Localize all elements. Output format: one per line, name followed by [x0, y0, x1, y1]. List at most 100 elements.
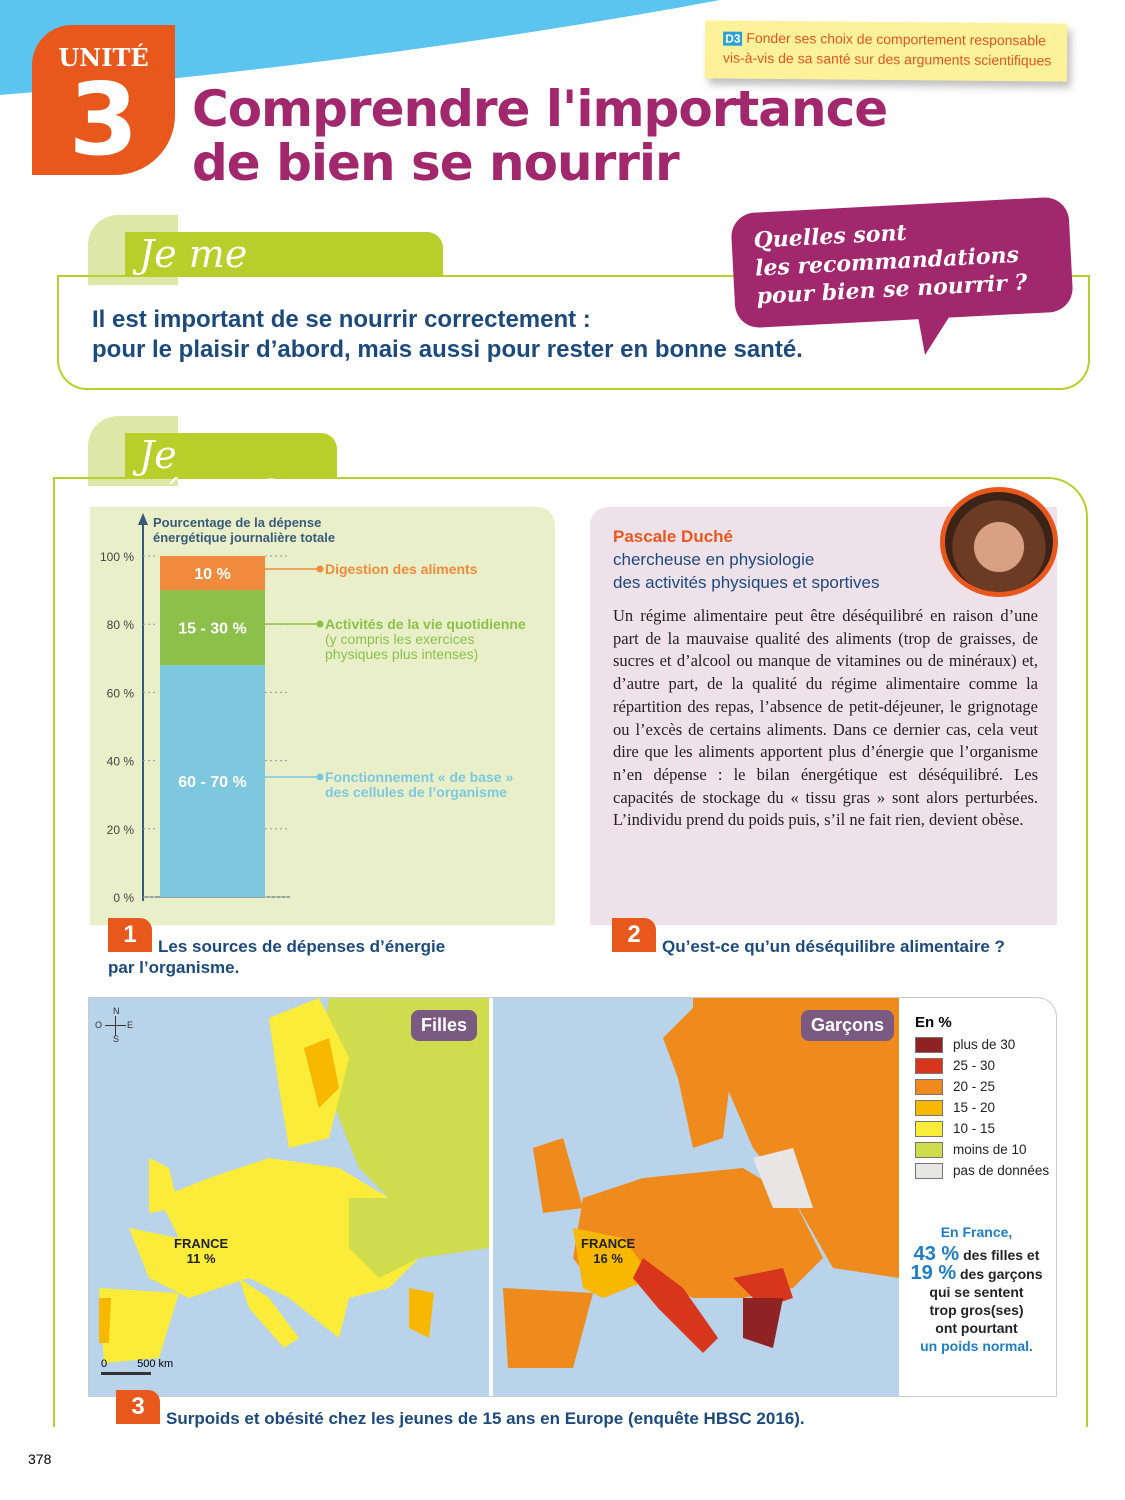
bar-segment [160, 590, 265, 666]
y-axis-label: Pourcentage de la dépense [153, 515, 321, 530]
doc-number-2: 2 [612, 918, 656, 952]
legend-label: 25 - 30 [953, 1058, 996, 1073]
legend-swatch [915, 1100, 943, 1116]
legend-label: plus de 30 [953, 1037, 1016, 1052]
segment-name: des cellules de l’organisme [325, 784, 507, 800]
legend-item: pas de données [915, 1163, 1050, 1179]
france-label: FRANCE [174, 1236, 229, 1251]
scale-zero: 0 [101, 1358, 108, 1370]
section-tab-reponds: Je réponds [125, 433, 337, 515]
title-line: Comprendre l'importance [192, 80, 888, 138]
y-tick-label: 40 % [107, 755, 135, 769]
intro-line: Il est important de se nourrir correctem… [92, 306, 591, 333]
legend-swatch [915, 1037, 943, 1053]
skill-note: D3 Fonder ses choix de comportement resp… [704, 20, 1068, 82]
doc2-caption: Qu’est-ce qu’un déséquilibre alimentaire… [662, 937, 1005, 956]
scale-distance: 500 km [137, 1358, 174, 1370]
bar-segment [160, 556, 265, 591]
map-legend: En % plus de 30 25 - 30 20 - 25 15 - 20 10 -… [915, 1014, 1050, 1184]
legend-swatch [915, 1163, 943, 1179]
fact-line: des filles et [963, 1247, 1040, 1263]
map-boys-title: Garçons [801, 1010, 895, 1041]
intro-text: Il est important de se nourrir correctem… [92, 305, 803, 365]
answer-frame [53, 477, 1088, 1427]
page-title: Comprendre l'importance de bien se nourri… [192, 80, 888, 192]
unit-badge: UNITÉ 3 [32, 25, 175, 175]
author-block: Pascale Duché chercheuse en physiologie de… [613, 525, 879, 594]
segment-label: 60 - 70 % [178, 774, 246, 791]
legend-label: 20 - 25 [953, 1079, 996, 1094]
segment-name: Fonctionnement « de base » [325, 769, 513, 785]
compass-n: N [113, 1006, 120, 1016]
fact-line: un poids normal. [920, 1338, 1033, 1354]
legend-title: En % [915, 1014, 952, 1031]
fact-line: des garçons [960, 1266, 1043, 1282]
france-value: 16 % [593, 1251, 623, 1266]
segment-name: Digestion des aliments [325, 561, 478, 577]
legend-label: 10 - 15 [953, 1121, 996, 1136]
compass-s: S [113, 1034, 120, 1044]
france-label-boys: FRANCE 16 % [581, 1236, 635, 1266]
author-role: des activités physiques et sportives [613, 573, 880, 592]
section-tab-questionne: Je me questionne [125, 232, 443, 314]
legend-item: 20 - 25 [915, 1079, 1050, 1095]
intro-line: pour le plaisir d’abord, mais aussi pour… [92, 336, 803, 363]
leader-dot [316, 620, 324, 628]
legend-label: 15 - 20 [953, 1100, 996, 1115]
y-axis-arrow [138, 513, 148, 525]
france-fact: En France, 43 % des filles et 19 % des g… [904, 1223, 1049, 1355]
compass-o: O [95, 1020, 103, 1030]
maps-panel: N O E S 0 500 km Filles FRANCE 11 % Garçon… [88, 997, 1057, 1397]
author-name: Pascale Duché [613, 527, 734, 546]
leader-dot [316, 773, 324, 781]
scale-bar: 0 500 km [101, 1358, 173, 1375]
page-number: 378 [28, 1451, 52, 1467]
leader-dot [316, 565, 324, 573]
skill-text: Fonder ses choix de comportement respons… [746, 29, 1047, 49]
fact-line: ont pourtant [935, 1320, 1018, 1336]
fact-pct-girls: 43 % [913, 1243, 960, 1265]
header-background [0, 0, 720, 95]
legend-item: plus de 30 [915, 1037, 1050, 1053]
segment-name: (y compris les exercices [325, 631, 474, 647]
segment-label: 10 % [194, 566, 230, 583]
y-tick-label: 80 % [107, 618, 135, 632]
doc1-caption: Les sources de dépenses d’énergie par l’o… [108, 936, 528, 978]
unit-label: UNITÉ [58, 43, 149, 72]
legend-item: 15 - 20 [915, 1100, 1050, 1116]
map-boys [493, 998, 899, 1396]
segment-note: physiques plus intenses) [325, 646, 478, 662]
question-bubble: Quelles sont les recommandations pour bien… [730, 196, 1074, 329]
author-photo [940, 487, 1058, 597]
segment-name: Activités de la vie quotidienne [325, 616, 526, 632]
y-axis-label: énergétique journalière totale [153, 530, 335, 545]
france-label: FRANCE [581, 1236, 636, 1251]
y-tick-label: 0 % [113, 891, 134, 905]
doc-number-3: 3 [116, 1390, 160, 1424]
fact-line: trop gros(ses) [929, 1302, 1024, 1318]
legend-label: moins de 10 [953, 1142, 1027, 1157]
legend-swatch [915, 1121, 943, 1137]
doc3-caption: Surpoids et obésité chez les jeunes de 1… [166, 1409, 805, 1428]
legend-swatch [915, 1079, 943, 1095]
fact-line: En France, [940, 1224, 1013, 1240]
map-girls-title: Filles [411, 1010, 478, 1041]
caption-line: Les sources de dépenses d’énergie [158, 937, 446, 956]
segment-label: 15 - 30 % [178, 621, 246, 638]
fact-line: qui se sentent [929, 1284, 1024, 1300]
quote-text: Un régime alimentaire peut être déséquil… [613, 606, 1038, 830]
france-label-girls: FRANCE 11 % [174, 1236, 228, 1266]
caption-line: par l’organisme. [108, 958, 240, 977]
y-tick-label: 100 % [100, 550, 134, 564]
y-tick-label: 60 % [107, 686, 135, 700]
skill-text: vis-à-vis de sa santé sur des arguments … [722, 49, 1052, 69]
legend-swatch [915, 1142, 943, 1158]
divider [57, 275, 1090, 277]
unit-number: 3 [68, 61, 139, 178]
legend-item: 10 - 15 [915, 1121, 1050, 1137]
y-tick-label: 20 % [107, 823, 135, 837]
title-line: de bien se nourrir [192, 134, 680, 192]
legend-item: moins de 10 [915, 1142, 1050, 1158]
legend-swatch [915, 1058, 943, 1074]
author-role: chercheuse en physiologie [613, 550, 815, 569]
